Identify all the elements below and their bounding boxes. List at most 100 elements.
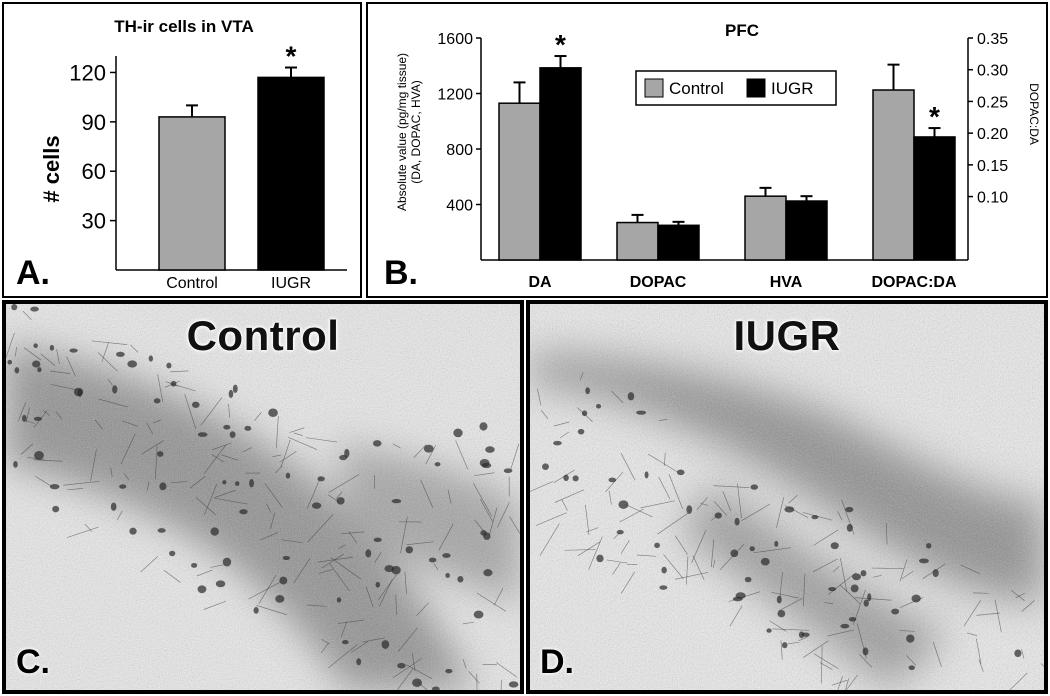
panel-a-title: TH-ir cells in VTA [114,17,254,36]
neuron-fibre [98,398,128,408]
neuron-cell-body [249,478,255,488]
neuron-fibre [265,503,272,513]
neuron-cell-body [782,642,788,649]
neuron-fibre [307,477,321,509]
neuron-fibre [737,483,742,519]
neuron-fibre [540,410,549,420]
neuron-cell-body [867,593,872,602]
panel-b-chart: PFC Absolute value (pg/mg tissue) (DA, D… [384,21,1041,292]
panel-c-micrograph: Control C. [2,300,524,694]
neuron-fibre [1041,663,1044,668]
neuron-fibre [674,535,688,555]
neuron-cell-body [811,515,819,520]
neuron-fibre [425,444,436,465]
neuron-fibre [905,655,917,666]
neuron-cell-body [485,446,495,453]
panel-a-y-tick-label: 120 [69,60,106,85]
panel-a: TH-ir cells in VTA # cells 30 60 90 120 Cont… [2,2,362,298]
neuron-fibre [839,584,861,604]
neuron-fibre [960,564,980,574]
panel-a-bar-iugr [257,76,325,271]
neuron-fibre [493,588,504,606]
neuron-fibre [692,555,705,580]
neuron-fibre [293,432,303,436]
neuron-cell-body [336,597,342,603]
neuron-fibre [476,592,507,612]
neuron-cell-body [110,502,117,511]
neuron-cell-body [774,540,779,547]
neuron-fibre [196,569,213,577]
neuron-fibre [554,489,585,503]
neuron-fibre [340,621,348,638]
neuron-fibre [813,529,839,546]
neuron-cell-body [7,359,13,365]
neuron-cell-body [148,355,154,362]
neuron-cell-body [732,596,743,602]
neuron-fibre [854,597,892,601]
neuron-fibre [871,567,904,569]
neuron-fibre [392,658,422,679]
neuron-fibre [280,439,291,468]
neuron-cell-body [1014,649,1022,658]
neuron-fibre [281,539,303,544]
neuron-fibre [274,465,283,474]
neuron-fibre [753,547,792,554]
neuron-fibre [56,349,60,364]
neuron-cell-body [159,482,167,491]
neuron-cell-body [553,440,562,446]
neuron-fibre [509,516,520,534]
neuron-fibre [812,558,838,573]
neuron-fibre [94,419,104,430]
neuron-cell-body [391,498,402,504]
panel-b-right-tick-label: 0.35 [977,31,1008,48]
neuron-fibre [204,483,218,516]
neuron-fibre [18,402,27,421]
neuron-fibre [975,638,982,665]
neuron-cell-body [445,572,450,578]
neuron-fibre [350,641,368,653]
neuron-fibre [496,662,517,678]
neuron-fibre [413,444,427,458]
neuron-fibre [564,549,596,551]
neuron-fibre [685,556,689,585]
neuron-fibre [691,529,707,564]
neuron-cell-body [442,553,451,558]
legend-label-iugr: IUGR [771,79,814,98]
neuron-cell-body [596,554,604,563]
neuron-cell-body [30,306,39,312]
panel-b-left-tick-label: 400 [446,198,473,215]
legend-swatch-control [644,78,664,98]
neuron-fibre [335,491,343,500]
panel-a-y-tick-label: 30 [82,209,106,234]
neuron-cell-body [714,512,722,519]
neuron-fibre [66,526,99,538]
neuron-cell-body [222,557,232,567]
neuron-fibre [146,422,154,435]
panel-a-y-axis-label: # cells [39,135,64,202]
neuron-cell-body [479,422,488,431]
neuron-cell-body [627,392,635,401]
neuron-cell-body [801,632,810,637]
neuron-cell-body [129,527,137,535]
neuron-fibre [932,642,942,667]
neuron-cell-body [210,527,219,536]
legend-label-control: Control [669,79,724,98]
neuron-fibre [97,352,118,372]
neuron-cell-body [37,367,42,373]
neuron-cell-body [661,566,667,574]
neuron-fibre [140,556,159,573]
neuron-fibre [50,370,71,374]
neuron-fibre [329,563,350,592]
neuron-fibre [433,563,439,571]
neuron-cell-body [191,401,200,408]
neuron-cell-body [644,471,649,479]
neuron-fibre [779,571,783,600]
neuron-fibre [141,440,164,455]
panel-b-right-tick-label: 0.20 [977,126,1008,143]
neuron-fibre [620,571,636,594]
panel-a-y-tick-label: 60 [82,159,106,184]
neuron-cell-body [503,468,513,474]
neuron-cell-body [777,609,786,618]
neuron-fibre [395,594,398,615]
neuron-fibre [1021,600,1035,612]
